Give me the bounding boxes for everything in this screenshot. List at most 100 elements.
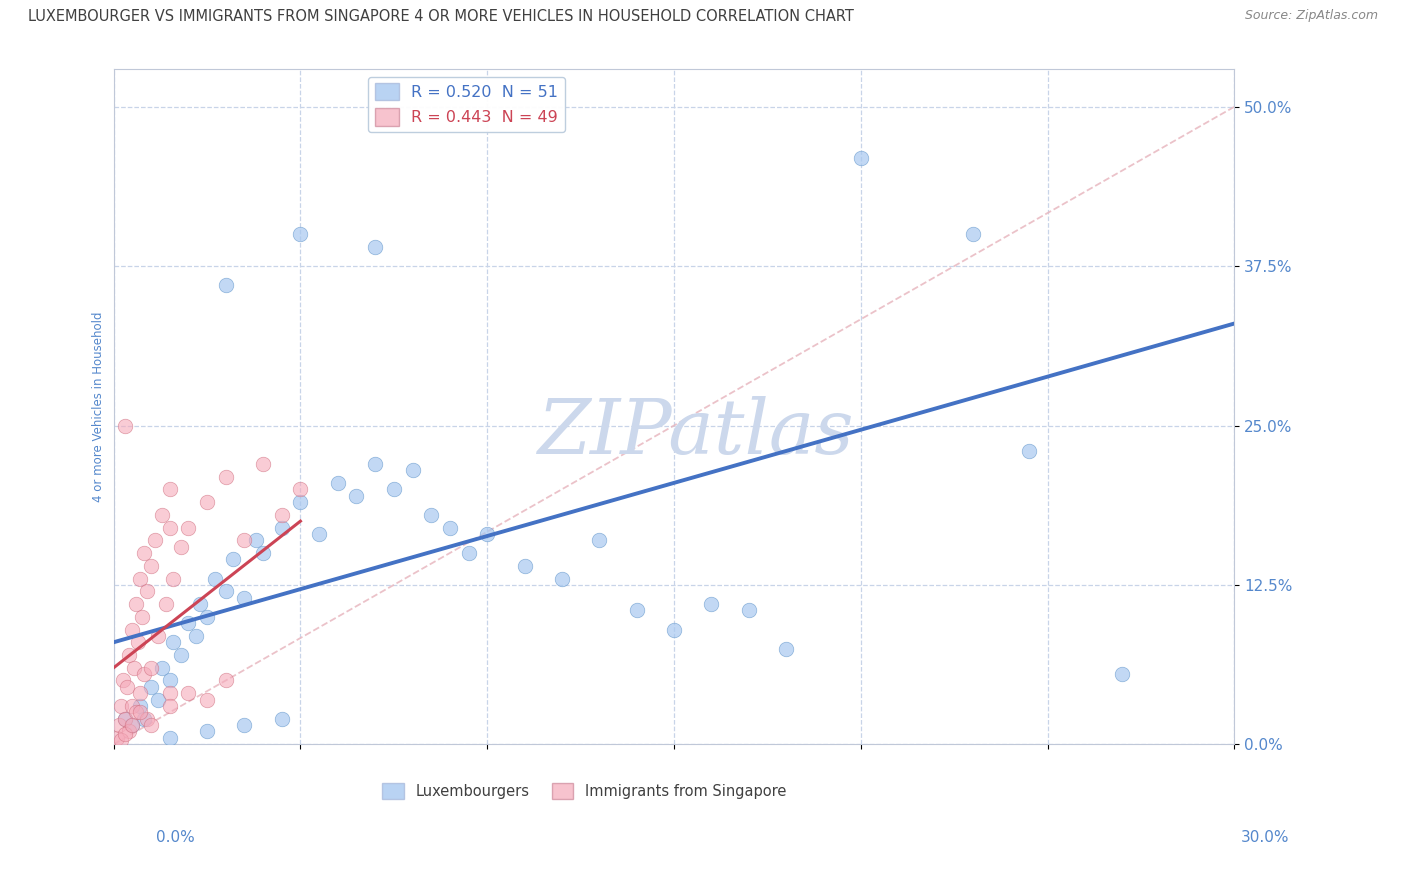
Point [184,629,207,643]
Point [139,680,162,694]
Point [128,686,150,700]
Point [139,661,162,675]
Point [1111,667,1133,681]
Point [117,724,139,739]
Point [128,698,150,713]
Text: ZIPatlas: ZIPatlas [538,396,855,470]
Point [738,603,761,617]
Point [159,698,181,713]
Point [114,418,136,433]
Point [222,552,245,566]
Point [457,546,479,560]
Point [204,572,226,586]
Text: LUXEMBOURGER VS IMMIGRANTS FROM SINGAPORE 4 OR MORE VEHICLES IN HOUSEHOLD CORREL: LUXEMBOURGER VS IMMIGRANTS FROM SINGAPOR… [28,9,853,24]
Point [155,597,177,611]
Point [188,597,211,611]
Point [136,712,159,726]
Point [143,533,166,548]
Point [215,584,238,599]
Point [215,469,238,483]
Point [132,712,155,726]
Point [270,508,292,522]
Point [162,572,184,586]
Point [775,641,797,656]
Point [117,648,139,662]
Point [159,731,181,745]
Point [270,520,292,534]
Point [121,718,143,732]
Point [290,482,312,496]
Point [962,227,984,242]
Point [170,540,193,554]
Point [215,673,238,688]
Point [136,584,159,599]
Point [513,558,536,573]
Point [439,520,461,534]
Point [1018,444,1040,458]
Point [105,731,128,745]
Point [364,240,387,254]
Point [195,609,218,624]
Point [195,724,218,739]
Point [121,698,143,713]
Point [132,667,155,681]
Point [401,463,423,477]
Point [110,698,132,713]
Point [128,706,150,720]
Point [148,629,170,643]
Point [195,495,218,509]
Point [122,661,145,675]
Point [290,495,312,509]
Point [114,712,136,726]
Point [111,673,134,688]
Point [177,686,200,700]
Point [128,572,150,586]
Point [551,572,574,586]
Point [108,718,131,732]
Point [252,546,274,560]
Point [125,706,148,720]
Point [125,597,148,611]
Point [110,733,132,747]
Legend: Luxembourgers, Immigrants from Singapore: Luxembourgers, Immigrants from Singapore [377,777,793,805]
Point [131,609,153,624]
Point [364,457,387,471]
Point [326,475,349,490]
Point [114,727,136,741]
Point [170,648,193,662]
Point [270,712,292,726]
Point [159,482,181,496]
Point [159,673,181,688]
Point [114,712,136,726]
Point [626,603,648,617]
Point [215,278,238,293]
Point [849,151,872,165]
Point [382,482,405,496]
Point [148,692,170,706]
Point [127,635,149,649]
Point [132,546,155,560]
Point [139,558,162,573]
Point [121,718,143,732]
Point [162,635,184,649]
Point [177,616,200,631]
Y-axis label: 4 or more Vehicles in Household: 4 or more Vehicles in Household [93,311,105,501]
Point [115,680,138,694]
Point [139,718,162,732]
Point [121,623,143,637]
Point [700,597,723,611]
Point [150,508,173,522]
Text: Source: ZipAtlas.com: Source: ZipAtlas.com [1244,9,1378,22]
Point [233,533,256,548]
Point [252,457,274,471]
Point [290,227,312,242]
Point [159,520,181,534]
Point [588,533,610,548]
Point [177,520,200,534]
Text: 30.0%: 30.0% [1241,830,1289,845]
Point [233,718,256,732]
Point [150,661,173,675]
Point [477,527,499,541]
Point [159,686,181,700]
Point [233,591,256,605]
